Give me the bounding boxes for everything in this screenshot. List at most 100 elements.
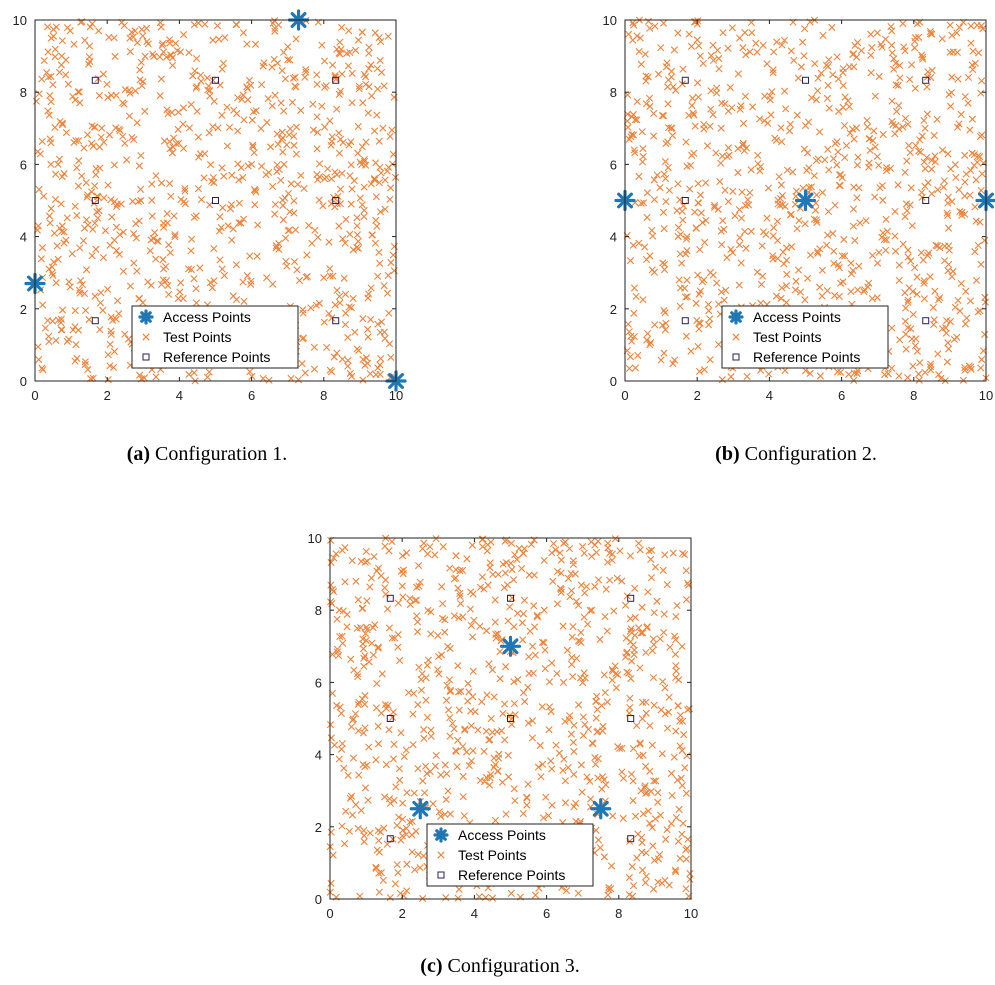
reference-point — [91, 197, 99, 204]
test-point — [354, 237, 362, 245]
test-point — [854, 367, 862, 375]
test-point — [814, 249, 822, 257]
test-point — [383, 605, 392, 613]
test-point — [969, 47, 977, 55]
test-point — [547, 707, 555, 716]
test-point — [160, 223, 168, 231]
test-point — [630, 146, 638, 154]
test-point — [349, 246, 357, 254]
test-point — [921, 182, 929, 190]
test-point — [504, 617, 512, 625]
test-point — [341, 290, 350, 298]
test-point — [557, 585, 565, 594]
test-point — [197, 77, 205, 85]
test-point — [486, 559, 494, 567]
test-point — [616, 744, 624, 753]
test-point — [890, 55, 898, 63]
test-point — [687, 42, 696, 50]
test-point — [928, 190, 936, 198]
test-point — [800, 52, 808, 60]
test-point — [709, 41, 717, 49]
test-point — [101, 227, 110, 235]
test-point — [358, 695, 366, 703]
plot-frame-c — [329, 537, 692, 900]
test-point — [927, 366, 935, 374]
test-point — [524, 683, 532, 691]
test-point — [365, 49, 373, 57]
test-point — [356, 194, 364, 202]
test-point — [707, 87, 715, 95]
test-point — [331, 301, 339, 309]
test-point — [669, 83, 677, 91]
test-point — [160, 137, 169, 145]
test-point — [905, 284, 913, 292]
test-point — [463, 555, 471, 563]
test-point — [662, 198, 670, 206]
test-point — [169, 143, 177, 151]
test-point — [443, 681, 451, 689]
test-point — [644, 807, 652, 815]
test-point — [375, 248, 383, 256]
test-point — [623, 648, 631, 656]
test-point — [938, 146, 947, 154]
test-point — [659, 259, 667, 267]
test-point — [778, 138, 786, 146]
test-point — [374, 364, 382, 372]
test-point — [358, 604, 366, 613]
test-point — [674, 232, 682, 241]
test-point — [355, 85, 363, 93]
test-point — [514, 675, 522, 684]
test-point — [519, 549, 527, 557]
test-point — [416, 864, 424, 872]
test-point — [976, 132, 985, 141]
test-point — [362, 80, 370, 88]
test-point — [43, 23, 52, 31]
test-point — [911, 342, 919, 350]
test-point — [337, 745, 346, 753]
test-point — [380, 282, 388, 290]
test-point — [189, 72, 197, 80]
test-point — [399, 593, 407, 601]
test-point — [172, 39, 180, 48]
test-point — [279, 148, 287, 156]
test-point — [438, 583, 446, 591]
test-point — [355, 346, 363, 355]
test-point — [630, 882, 638, 890]
test-point — [868, 251, 877, 259]
test-point — [423, 769, 431, 778]
test-point — [870, 127, 878, 135]
test-point — [517, 564, 526, 573]
test-point — [335, 292, 344, 301]
test-point — [570, 747, 578, 756]
test-point — [678, 830, 686, 838]
access-point — [499, 635, 522, 657]
test-point — [384, 32, 392, 40]
test-point — [381, 584, 389, 592]
test-point — [160, 265, 168, 273]
test-point — [628, 337, 636, 345]
test-point — [759, 272, 767, 280]
test-point — [483, 691, 491, 699]
test-point — [639, 810, 647, 818]
test-point — [861, 286, 869, 294]
test-point — [601, 612, 609, 621]
test-point — [394, 869, 402, 877]
test-point — [667, 73, 675, 81]
test-point — [594, 836, 603, 844]
test-point — [629, 19, 637, 27]
legend-x-mark-icon — [437, 851, 445, 859]
test-point — [272, 242, 280, 250]
test-point — [699, 59, 707, 68]
test-point — [287, 180, 295, 188]
test-point — [269, 182, 277, 191]
test-point — [966, 126, 974, 134]
test-point — [741, 227, 749, 236]
test-point — [346, 794, 355, 802]
test-point — [698, 278, 706, 286]
test-point — [132, 220, 140, 228]
test-point — [783, 270, 791, 278]
test-point — [961, 320, 969, 328]
test-point — [335, 149, 344, 157]
test-point — [85, 42, 94, 50]
test-point — [683, 232, 691, 241]
